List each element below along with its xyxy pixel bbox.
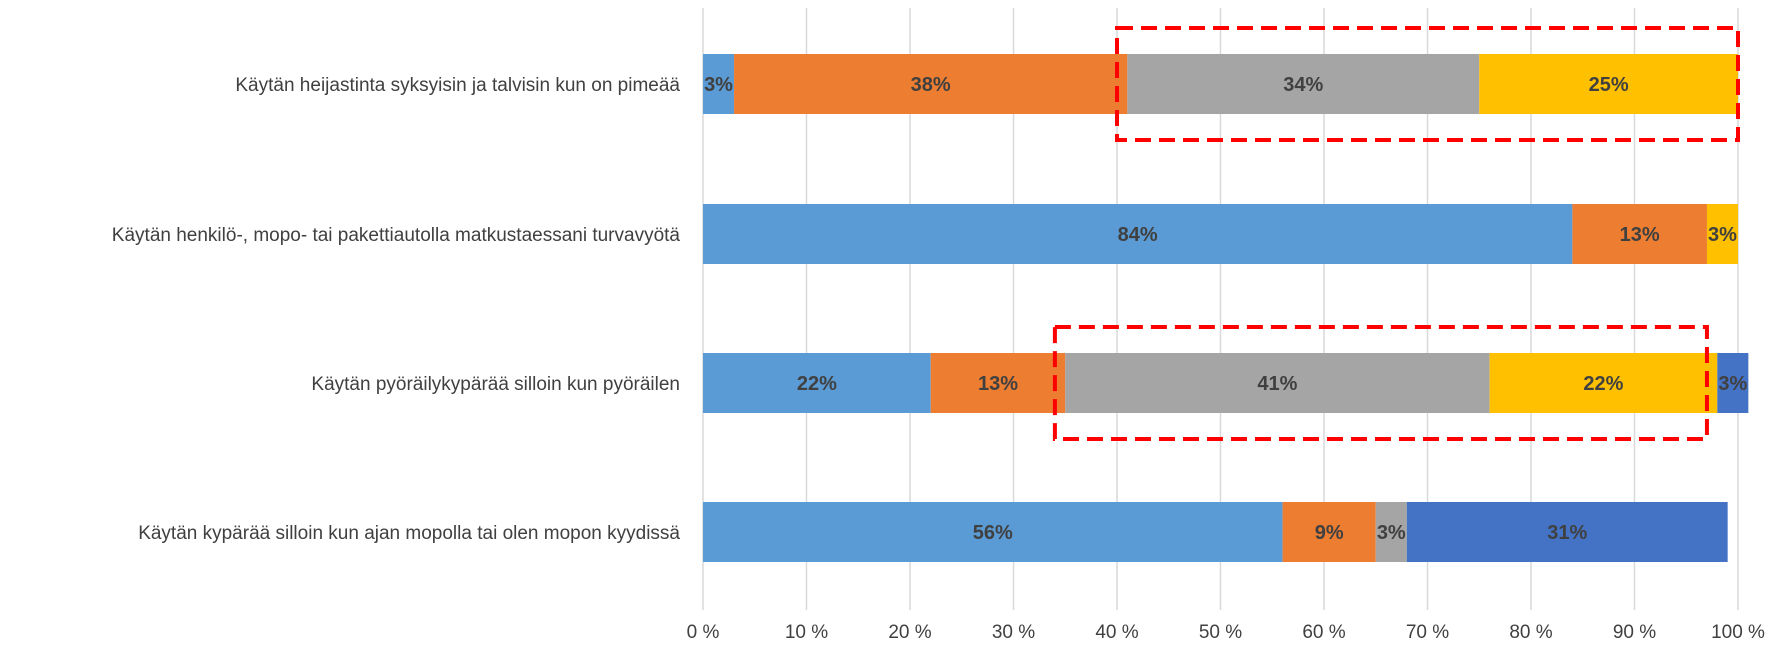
category-label: Käytän heijastinta syksyisin ja talvisin…: [235, 75, 680, 96]
x-tick-label: 20 %: [888, 622, 931, 643]
bars: [703, 54, 1749, 562]
data-label: 84%: [1118, 224, 1158, 246]
category-label: Käytän kypärää silloin kun ajan mopolla …: [138, 523, 680, 544]
bar-segment: [703, 204, 1573, 264]
bar-segment: [734, 54, 1128, 114]
bar-segment: [1065, 353, 1490, 413]
x-tick-label: 70 %: [1406, 622, 1449, 643]
x-tick-label: 90 %: [1613, 622, 1656, 643]
data-label: 22%: [797, 373, 837, 395]
bar-segment: [703, 502, 1283, 562]
data-label: 3%: [1377, 522, 1406, 544]
annotations: [1052, 26, 1740, 441]
x-tick-label: 30 %: [992, 622, 1035, 643]
data-label: 22%: [1583, 373, 1623, 395]
category-label: Käytän henkilö-, mopo- tai pakettiautoll…: [112, 225, 681, 246]
highlight-box: [1052, 325, 1709, 441]
data-label: 13%: [1620, 224, 1660, 246]
bar-segment: [703, 353, 931, 413]
bar-segment: [703, 54, 735, 114]
data-label: 41%: [1257, 373, 1297, 395]
data-label: 56%: [973, 522, 1013, 544]
data-label: 25%: [1589, 74, 1629, 96]
category-labels: Käytän heijastinta syksyisin ja talvisin…: [112, 75, 681, 544]
x-tick-label: 80 %: [1509, 622, 1552, 643]
bar-segment: [1717, 353, 1749, 413]
bar-segment: [1375, 502, 1407, 562]
x-axis-tick-labels: 0 % 10 % 20 % 30 % 40 % 50 % 60 % 70 % 80 % 90 % 1…: [687, 622, 1765, 643]
x-tick-label: 50 %: [1199, 622, 1242, 643]
bar-segment: [1479, 54, 1738, 114]
bar-segment: [1282, 502, 1376, 562]
x-tick-label: 0 %: [687, 622, 720, 643]
data-label: 31%: [1547, 522, 1587, 544]
highlight-box: [1115, 26, 1740, 142]
data-label: 38%: [911, 74, 951, 96]
data-label: 3%: [1718, 373, 1747, 395]
bar-segment: [1406, 502, 1728, 562]
bar-segment: [1489, 353, 1718, 413]
bar-segment: [1706, 204, 1738, 264]
bar-segment: [1572, 204, 1707, 264]
x-tick-label: 100 %: [1711, 622, 1765, 643]
x-tick-label: 60 %: [1302, 622, 1345, 643]
x-tick-label: 10 %: [785, 622, 828, 643]
bar-segment: [1127, 54, 1480, 114]
data-label: 3%: [704, 74, 733, 96]
data-label: 3%: [1708, 224, 1737, 246]
data-labels: 3% 38% 34% 25% 84% 13% 3% 22% 13% 41% 22% 3% 56% 9% 3%…: [704, 74, 1747, 544]
data-label: 34%: [1283, 74, 1323, 96]
x-tick-label: 40 %: [1095, 622, 1138, 643]
data-label: 9%: [1315, 522, 1344, 544]
data-label: 13%: [978, 373, 1018, 395]
bar-segment: [930, 353, 1066, 413]
category-label: Käytän pyöräilykypärää silloin kun pyörä…: [311, 374, 680, 395]
